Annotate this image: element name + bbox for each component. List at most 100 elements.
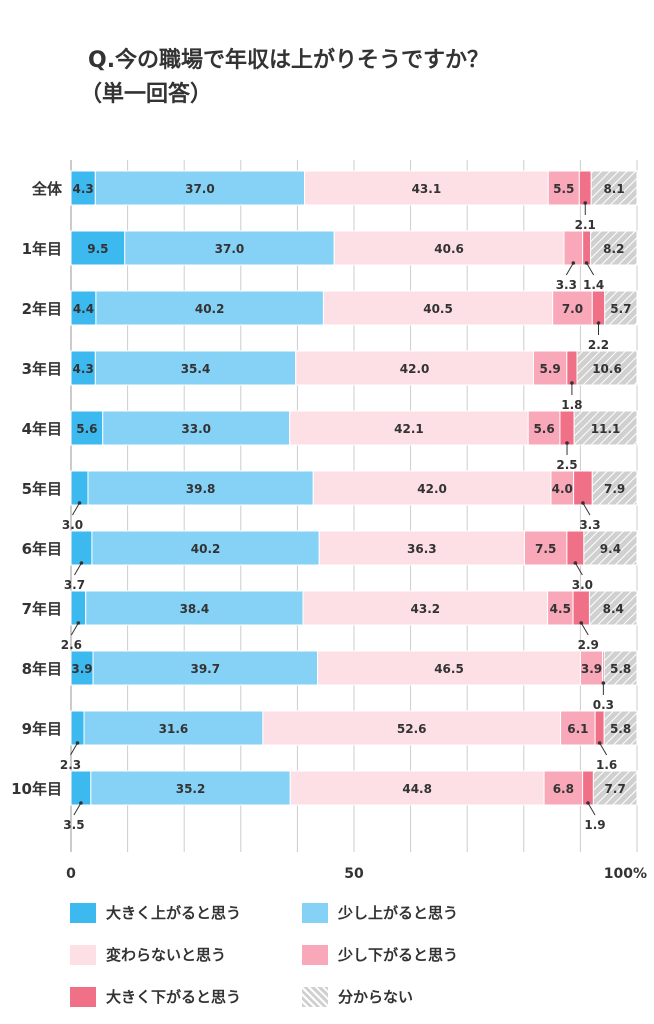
category-label: 全体 bbox=[31, 180, 63, 198]
data-label: 33.0 bbox=[181, 422, 211, 436]
data-label: 42.0 bbox=[417, 482, 447, 496]
legend-item: 大きく下がると思う bbox=[70, 986, 241, 1007]
legend-label: 少し下がると思う bbox=[338, 946, 459, 964]
data-label: 5.5 bbox=[553, 182, 574, 196]
data-label: 39.8 bbox=[186, 482, 216, 496]
data-label: 1.8 bbox=[561, 398, 582, 412]
data-label: 2.9 bbox=[578, 638, 599, 652]
x-tick-label: 50 bbox=[344, 866, 364, 882]
bar-segment bbox=[592, 770, 638, 806]
title-line-2: （単一回答） bbox=[80, 82, 213, 107]
data-label: 43.2 bbox=[411, 602, 441, 616]
legend-swatch bbox=[70, 944, 96, 965]
category-label: 6年目 bbox=[22, 540, 62, 558]
bar-segment bbox=[95, 290, 324, 326]
bar-segment bbox=[90, 770, 291, 806]
data-label: 35.2 bbox=[176, 782, 206, 796]
bar-segment bbox=[563, 230, 584, 266]
data-label: 11.1 bbox=[591, 422, 621, 436]
stacked-bar-chart: 4.3 37.0 43.1 5.5 8.1 2.1 9.5 37.0 40.6 8.2 3.3 1.4… bbox=[11, 160, 647, 882]
data-label: 9.4 bbox=[600, 542, 621, 556]
category-label: 4年目 bbox=[22, 420, 62, 438]
legend-item: 少し下がると思う bbox=[302, 944, 458, 965]
data-label: 40.6 bbox=[434, 242, 464, 256]
bar-segment bbox=[317, 650, 581, 686]
category-label: 5年目 bbox=[22, 480, 62, 498]
data-label: 5.9 bbox=[539, 362, 560, 376]
x-tick-label: 0 bbox=[66, 866, 76, 882]
data-label: 37.0 bbox=[185, 182, 215, 196]
x-tick-label: 100% bbox=[604, 866, 647, 882]
bar-segment bbox=[604, 290, 638, 326]
data-label: 0.3 bbox=[593, 698, 614, 712]
bar-segment bbox=[289, 410, 529, 446]
data-label: 1.6 bbox=[596, 758, 617, 772]
leader-dot bbox=[596, 321, 601, 325]
data-label: 44.8 bbox=[402, 782, 432, 796]
bar-segment bbox=[603, 650, 638, 686]
bar-segment bbox=[70, 710, 85, 746]
bar-segment bbox=[92, 650, 319, 686]
data-label: 5.8 bbox=[610, 662, 631, 676]
bar-segment bbox=[304, 170, 549, 206]
leader-line bbox=[70, 742, 78, 756]
legend-item: 分からない bbox=[302, 986, 413, 1007]
title-line-1: Q.今の職場で年収は上がりそうですか？ bbox=[88, 48, 490, 73]
bar-segment bbox=[87, 470, 314, 506]
bar-segment bbox=[322, 290, 554, 326]
data-label: 4.3 bbox=[73, 182, 94, 196]
legend-swatch bbox=[70, 902, 96, 923]
data-label: 5.6 bbox=[533, 422, 554, 436]
data-label: 8.2 bbox=[603, 242, 624, 256]
data-label: 7.9 bbox=[604, 482, 625, 496]
legend-item: 大きく上がると思う bbox=[70, 902, 241, 923]
leader-dot bbox=[77, 501, 82, 505]
legend-label: 少し上がると思う bbox=[338, 904, 459, 922]
data-label: 7.5 bbox=[535, 542, 556, 556]
data-label: 4.4 bbox=[73, 302, 94, 316]
category-label: 3年目 bbox=[22, 360, 62, 378]
leader-dot bbox=[581, 501, 585, 505]
leader-line bbox=[574, 562, 583, 576]
bar-segment bbox=[70, 410, 104, 446]
leader-line bbox=[587, 802, 596, 816]
leader-dot bbox=[570, 381, 574, 385]
category-label: 8年目 bbox=[22, 660, 62, 678]
category-label: 2年目 bbox=[22, 300, 62, 318]
data-label: 3.0 bbox=[62, 518, 83, 532]
bar-segment bbox=[83, 710, 264, 746]
legend-item: 変わらないと思う bbox=[70, 944, 226, 965]
chart-title: Q.今の職場で年収は上がりそうですか？ （単一回答） bbox=[80, 44, 490, 112]
leader-dot bbox=[583, 201, 588, 205]
data-label: 5.8 bbox=[610, 722, 631, 736]
data-label: 42.1 bbox=[394, 422, 424, 436]
bar-segment bbox=[70, 230, 126, 266]
legend-swatch bbox=[302, 902, 328, 923]
legend-swatch bbox=[302, 986, 328, 1007]
data-label: 5.6 bbox=[76, 422, 97, 436]
bar-segment bbox=[591, 470, 638, 506]
bar-segment bbox=[70, 590, 87, 626]
data-label: 7.7 bbox=[605, 782, 626, 796]
bar-segment bbox=[543, 770, 584, 806]
data-label: 43.1 bbox=[412, 182, 442, 196]
data-label: 52.6 bbox=[397, 722, 427, 736]
data-label: 42.0 bbox=[400, 362, 430, 376]
bar-segment bbox=[560, 710, 596, 746]
category-label: 1年目 bbox=[22, 240, 62, 258]
bar-segment bbox=[582, 230, 592, 266]
data-label: 38.4 bbox=[180, 602, 210, 616]
bar-segment bbox=[576, 350, 638, 386]
bar-segment bbox=[70, 170, 96, 206]
data-label: 3.7 bbox=[64, 578, 85, 592]
data-label: 35.4 bbox=[181, 362, 211, 376]
leader-line bbox=[582, 502, 591, 516]
data-label: 4.0 bbox=[552, 482, 573, 496]
leader-dot bbox=[584, 261, 589, 265]
bar-segment bbox=[70, 290, 97, 326]
bar-segment bbox=[70, 470, 89, 506]
bars: 4.3 37.0 43.1 5.5 8.1 2.1 9.5 37.0 40.6 8.2 3.3 1.4… bbox=[60, 170, 638, 832]
bar-segment bbox=[312, 470, 552, 506]
data-label: 6.8 bbox=[553, 782, 574, 796]
bar-segment bbox=[523, 530, 568, 566]
